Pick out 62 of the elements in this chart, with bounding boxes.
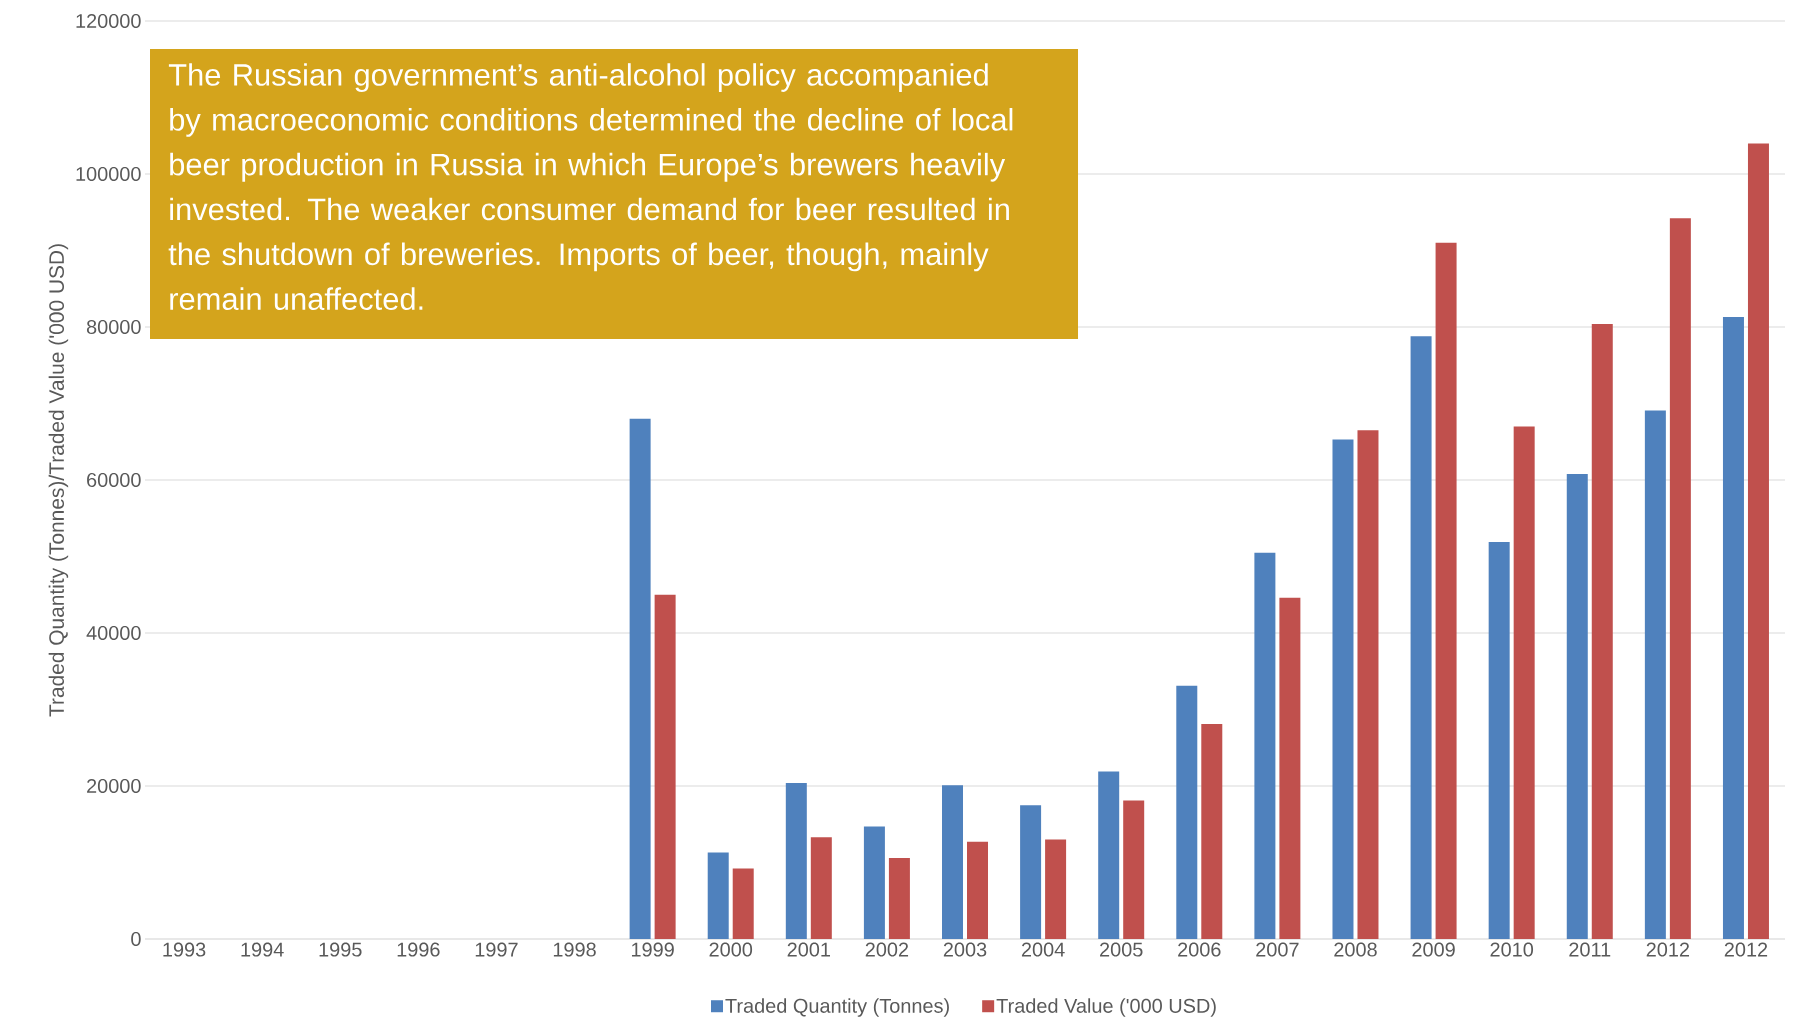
bar <box>1279 597 1301 939</box>
bar <box>785 782 807 939</box>
bar <box>1513 426 1535 939</box>
x-tick-label: 1999 <box>631 942 674 957</box>
x-tick-label: 1995 <box>319 942 362 957</box>
x-tick-label: 1994 <box>241 942 284 957</box>
bar <box>888 857 910 939</box>
bar <box>1435 242 1457 939</box>
legend-label: Traded Quantity (Tonnes) <box>725 998 949 1017</box>
annotation: The Russian government’s anti-alcohol policy accompanied by macroeconomic conditions determined the decline of local beer production in Russia in which Europe’s brewers heavily invested. The weaker consumer demand for beer resulted in the shutdown of breweries. Imports of beer, though, mainly remain unaffected. <box>168 63 1013 311</box>
bar <box>707 852 729 939</box>
bar <box>1176 685 1198 939</box>
bar <box>1201 724 1223 939</box>
bar <box>1669 218 1691 939</box>
x-tick-label: 1997 <box>475 942 518 957</box>
x-tick-label: 2005 <box>1100 942 1143 957</box>
bar <box>629 418 651 939</box>
bar <box>1591 323 1613 939</box>
bar <box>1722 317 1744 939</box>
bar <box>942 785 963 939</box>
bar <box>1410 336 1432 939</box>
x-tick-label: 2011 <box>1569 942 1611 957</box>
bar <box>810 837 832 939</box>
x-tick-label: 2000 <box>709 942 753 957</box>
bar <box>1123 800 1145 939</box>
x-tick-label: 2001 <box>787 942 830 957</box>
y-tick-label: 20000 <box>87 778 141 794</box>
bar <box>1488 541 1510 939</box>
x-tick-label: 2006 <box>1178 942 1221 957</box>
y-tick-label: 100000 <box>76 166 141 182</box>
x-tick-label: 2008 <box>1334 942 1377 957</box>
bar <box>732 868 754 939</box>
x-tick-label: 2002 <box>865 942 909 957</box>
x-tick-label: 2003 <box>943 942 987 957</box>
bar <box>654 594 676 939</box>
y-tick-label: 120000 <box>76 13 141 29</box>
y-tick-label: 60000 <box>87 472 141 488</box>
y-tick-label: 0 <box>131 931 141 947</box>
x-tick-label: 2010 <box>1490 942 1534 957</box>
x-tick-label: 2007 <box>1256 942 1299 957</box>
bar <box>1045 839 1067 939</box>
x-tick-label: 2004 <box>1021 942 1065 957</box>
bar <box>863 826 885 939</box>
bar <box>1020 805 1042 939</box>
bar <box>1098 771 1120 939</box>
bar <box>1566 473 1588 939</box>
x-tick-label: 1998 <box>553 942 596 957</box>
y-tick-label: 40000 <box>86 625 141 641</box>
bar <box>1254 552 1276 939</box>
bar <box>1644 410 1666 939</box>
x-tick-label: 1993 <box>163 942 206 957</box>
y-axis-title: Traded Quantity (Tonnes)/Traded Value ('000 USD) <box>48 244 69 717</box>
x-tick-label: 2009 <box>1412 942 1455 957</box>
bar <box>967 841 988 939</box>
x-tick-label: 2012 <box>1646 942 1690 957</box>
legend-label: Traded Value ('000 USD) <box>996 998 1216 1017</box>
y-tick-label: 80000 <box>86 319 141 335</box>
bar <box>1747 143 1769 939</box>
bar <box>1357 430 1379 939</box>
x-tick-label: 2012 <box>1724 942 1768 957</box>
x-tick-label: 1996 <box>397 942 440 957</box>
bar <box>1332 439 1354 939</box>
